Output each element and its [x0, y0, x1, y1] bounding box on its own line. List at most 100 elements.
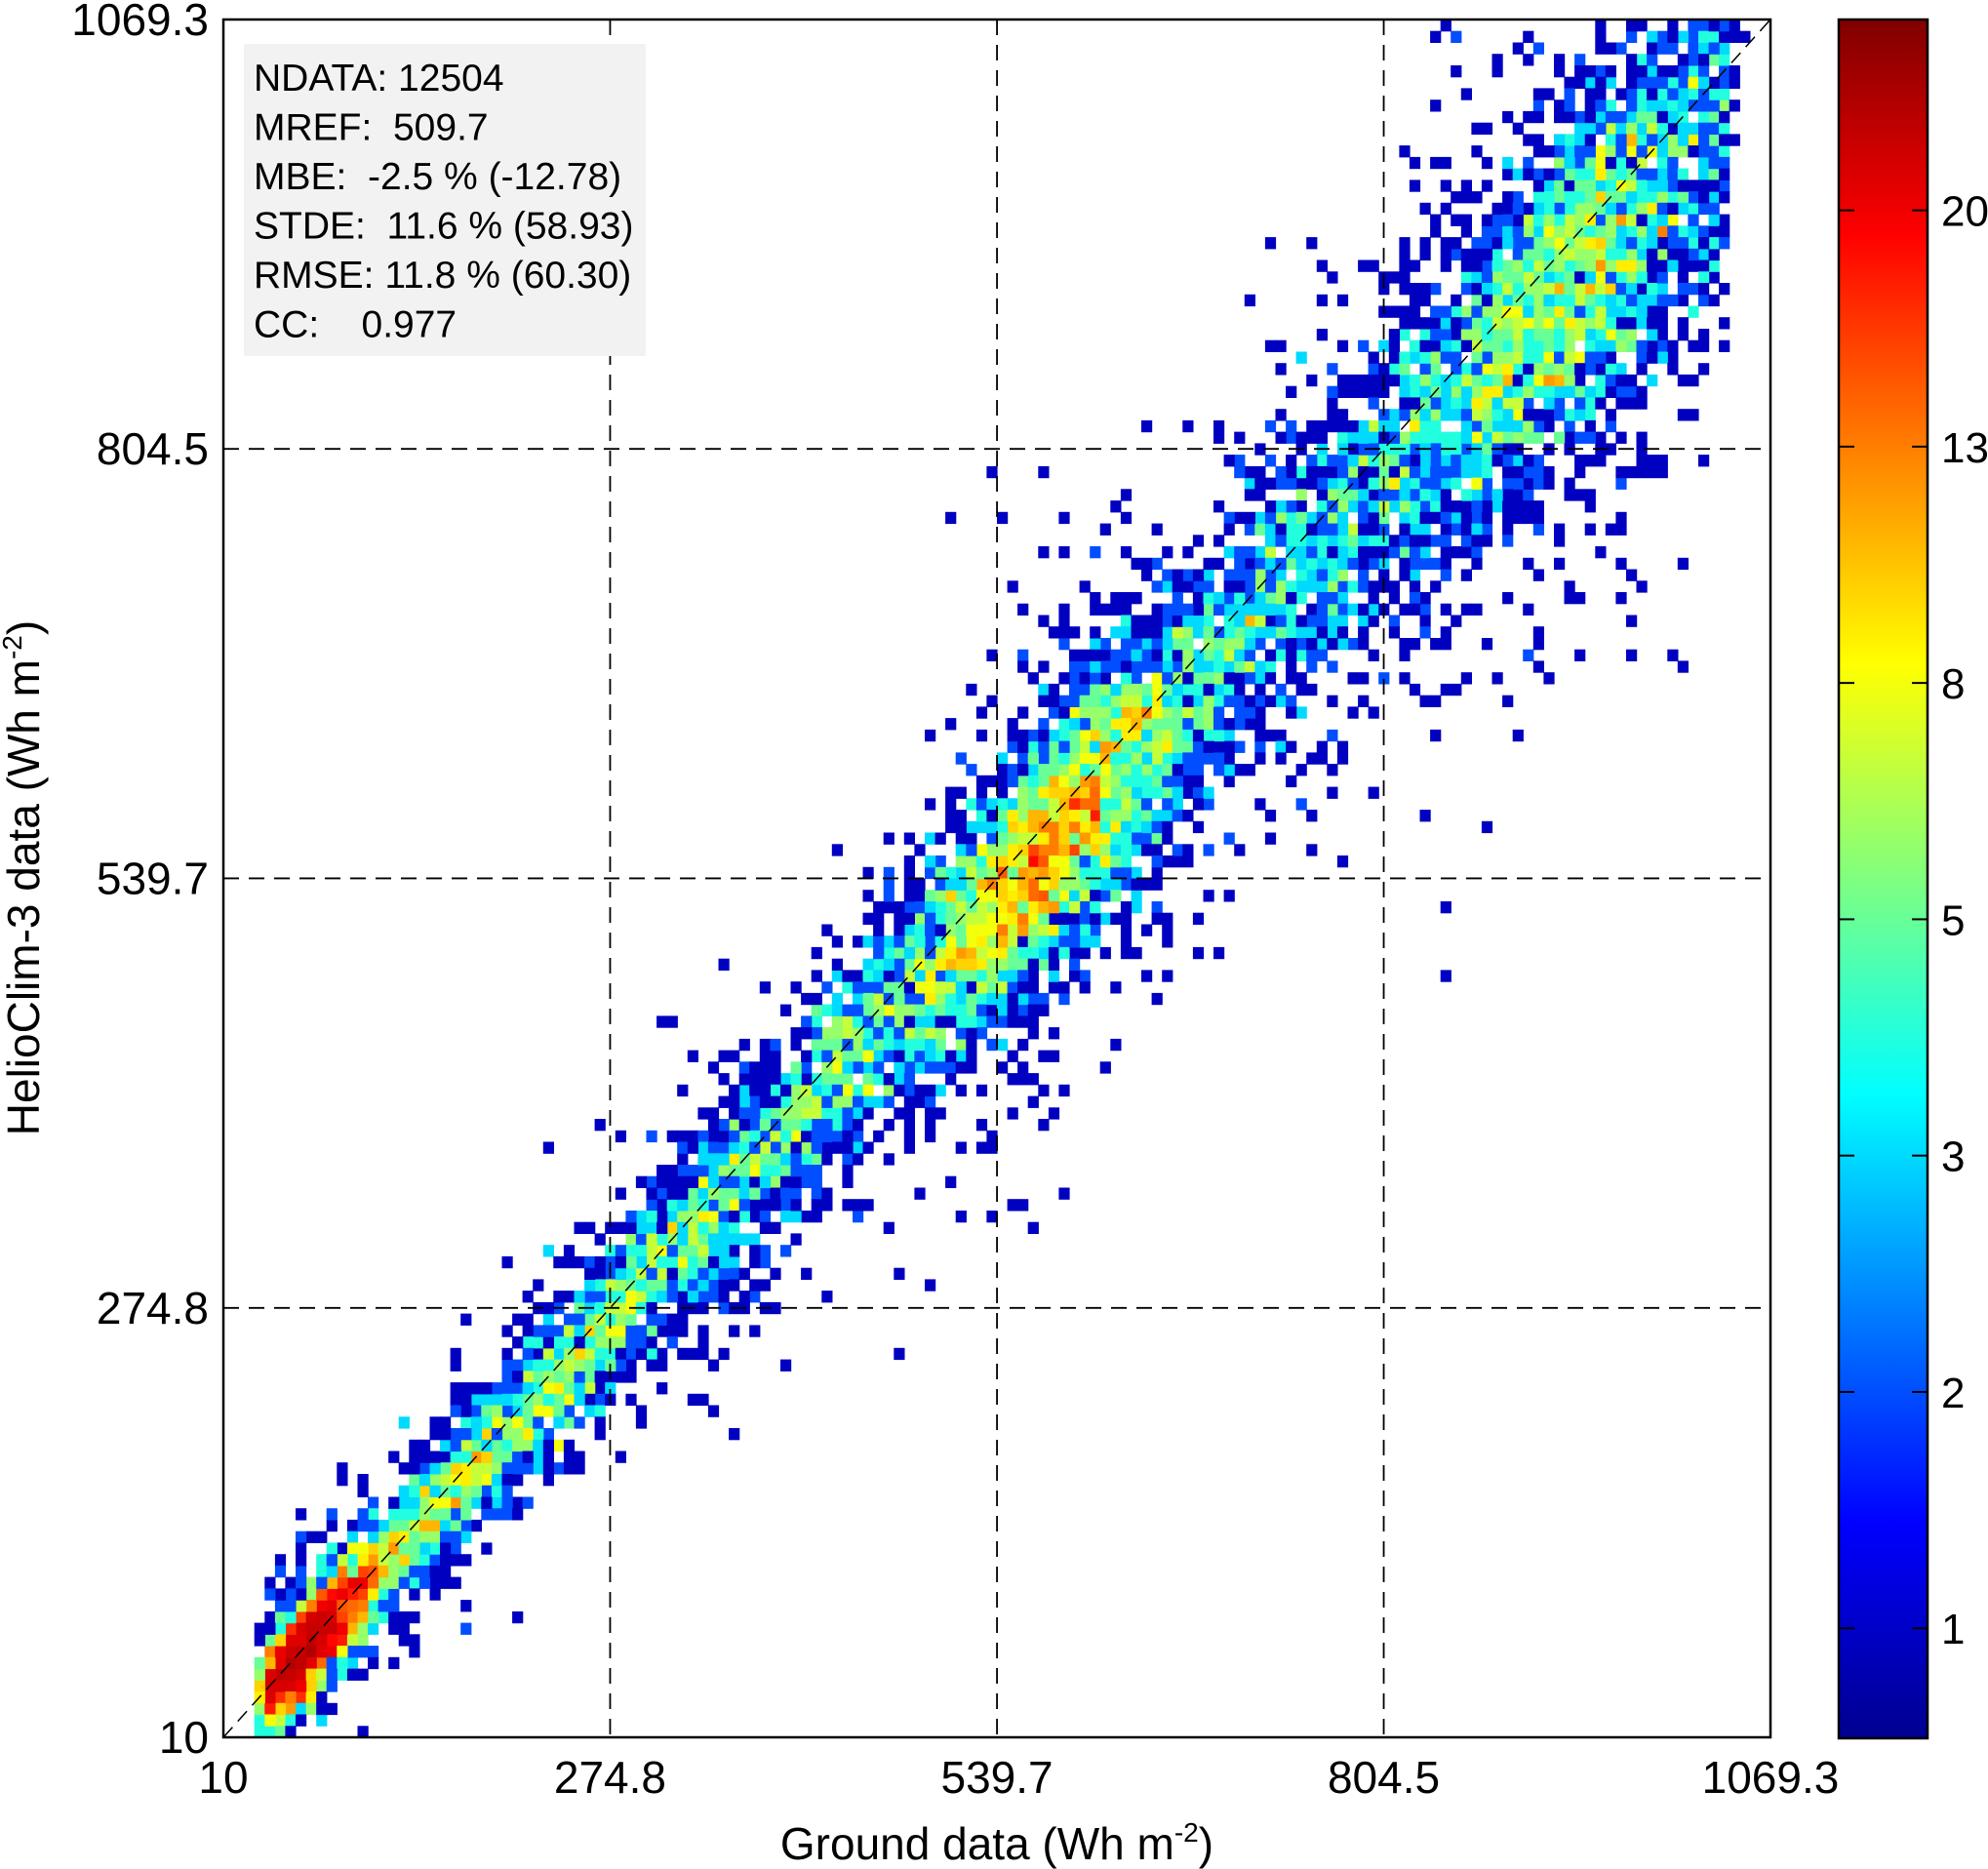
heatmap-cell — [1017, 855, 1029, 868]
heatmap-cell — [533, 1439, 544, 1452]
heatmap-cell — [1048, 970, 1060, 982]
heatmap-cell — [368, 1542, 379, 1555]
heatmap-cell — [1647, 374, 1658, 387]
heatmap-cell — [759, 1199, 771, 1212]
heatmap-cell — [1574, 110, 1586, 124]
heatmap-cell — [409, 1496, 420, 1509]
heatmap-cell — [1605, 294, 1616, 307]
heatmap-cell — [966, 1015, 977, 1028]
heatmap-cell — [1388, 500, 1400, 513]
heatmap-cell — [1481, 179, 1493, 192]
heatmap-cell — [522, 1382, 534, 1395]
heatmap-cell — [357, 1485, 369, 1497]
heatmap-cell — [1120, 798, 1133, 811]
heatmap-cell — [1523, 317, 1534, 330]
heatmap-cell — [388, 1611, 400, 1624]
heatmap-cell — [955, 1061, 967, 1074]
heatmap-cell — [738, 1211, 750, 1223]
heatmap-cell — [1451, 294, 1462, 307]
heatmap-cell — [1336, 431, 1349, 444]
heatmap-cell — [346, 1554, 359, 1567]
heatmap-cell — [1502, 237, 1514, 250]
heatmap-cell — [1192, 729, 1205, 742]
heatmap-cell — [1203, 706, 1214, 719]
heatmap-cell — [1626, 569, 1638, 581]
heatmap-cell — [986, 855, 998, 868]
heatmap-cell — [625, 1347, 637, 1361]
heatmap-cell — [707, 1279, 720, 1292]
heatmap-cell — [1192, 912, 1205, 925]
heatmap-cell — [615, 1451, 626, 1463]
heatmap-cell — [738, 1130, 750, 1143]
heatmap-cell — [1626, 305, 1638, 318]
heatmap-cell — [1358, 580, 1370, 593]
heatmap-cell — [1358, 259, 1370, 272]
heatmap-cell — [1203, 626, 1214, 639]
heatmap-cell — [1295, 706, 1307, 719]
heatmap-cell — [1584, 329, 1596, 341]
heatmap-cell — [697, 1107, 709, 1120]
heatmap-cell — [1182, 580, 1194, 593]
heatmap-cell — [1038, 946, 1050, 960]
heatmap-cell — [1708, 54, 1720, 66]
heatmap-cell — [1729, 30, 1740, 43]
heatmap-cell — [1409, 443, 1421, 456]
heatmap-cell — [1481, 156, 1493, 170]
heatmap-cell — [1719, 122, 1730, 135]
heatmap-cell — [1440, 683, 1451, 696]
heatmap-cell — [450, 1382, 461, 1395]
heatmap-cell — [1007, 1015, 1018, 1028]
heatmap-cell — [1234, 592, 1246, 605]
heatmap-cell — [429, 1542, 441, 1555]
heatmap-cell — [1162, 660, 1173, 673]
heatmap-cell — [1698, 20, 1710, 32]
heatmap-cell — [1491, 339, 1503, 352]
heatmap-cell — [1048, 878, 1060, 891]
heatmap-cell — [316, 1622, 328, 1635]
heatmap-cell — [1244, 626, 1255, 639]
heatmap-cell — [1451, 317, 1462, 330]
heatmap-cell — [1254, 695, 1266, 707]
heatmap-cell — [1131, 557, 1142, 571]
heatmap-cell — [1347, 385, 1359, 398]
heatmap-cell — [1234, 683, 1246, 696]
heatmap-cell — [1306, 374, 1318, 387]
heatmap-cell — [1151, 752, 1163, 765]
heatmap-cell — [615, 1325, 626, 1337]
y-tick-label: 539.7 — [97, 853, 209, 903]
heatmap-cell — [1667, 237, 1679, 250]
heatmap-cell — [656, 1187, 668, 1200]
heatmap-cell — [1481, 477, 1493, 490]
heatmap-cell — [1615, 592, 1627, 605]
heatmap-cell — [1254, 740, 1266, 753]
heatmap-cell — [914, 924, 926, 936]
heatmap-cell — [1636, 339, 1648, 352]
heatmap-cell — [707, 1141, 720, 1154]
heatmap-cell — [1481, 455, 1493, 467]
heatmap-cell — [1162, 810, 1173, 822]
heatmap-cell — [1182, 810, 1194, 822]
heatmap-cell — [718, 1119, 730, 1132]
heatmap-cell — [1286, 431, 1297, 444]
heatmap-cell — [368, 1496, 379, 1509]
heatmap-cell — [1399, 145, 1411, 158]
heatmap-cell — [677, 1084, 689, 1097]
heatmap-cell — [418, 1519, 431, 1532]
heatmap-cell — [1554, 283, 1566, 296]
heatmap-cell — [1141, 649, 1153, 661]
heatmap-cell — [914, 970, 926, 982]
heatmap-cell — [1471, 271, 1483, 284]
heatmap-cell — [1409, 385, 1421, 398]
heatmap-cell — [440, 1554, 452, 1567]
heatmap-cell — [460, 1393, 472, 1407]
heatmap-cell — [903, 958, 915, 971]
heatmap-cell — [1316, 431, 1328, 444]
heatmap-cell — [1007, 798, 1018, 811]
heatmap-cell — [945, 901, 957, 914]
heatmap-cell — [1295, 523, 1307, 536]
heatmap-cell — [1688, 305, 1699, 318]
heatmap-cell — [1079, 775, 1091, 788]
heatmap-cell — [1151, 912, 1163, 925]
heatmap-cell — [883, 1038, 895, 1052]
heatmap-cell — [522, 1325, 534, 1337]
